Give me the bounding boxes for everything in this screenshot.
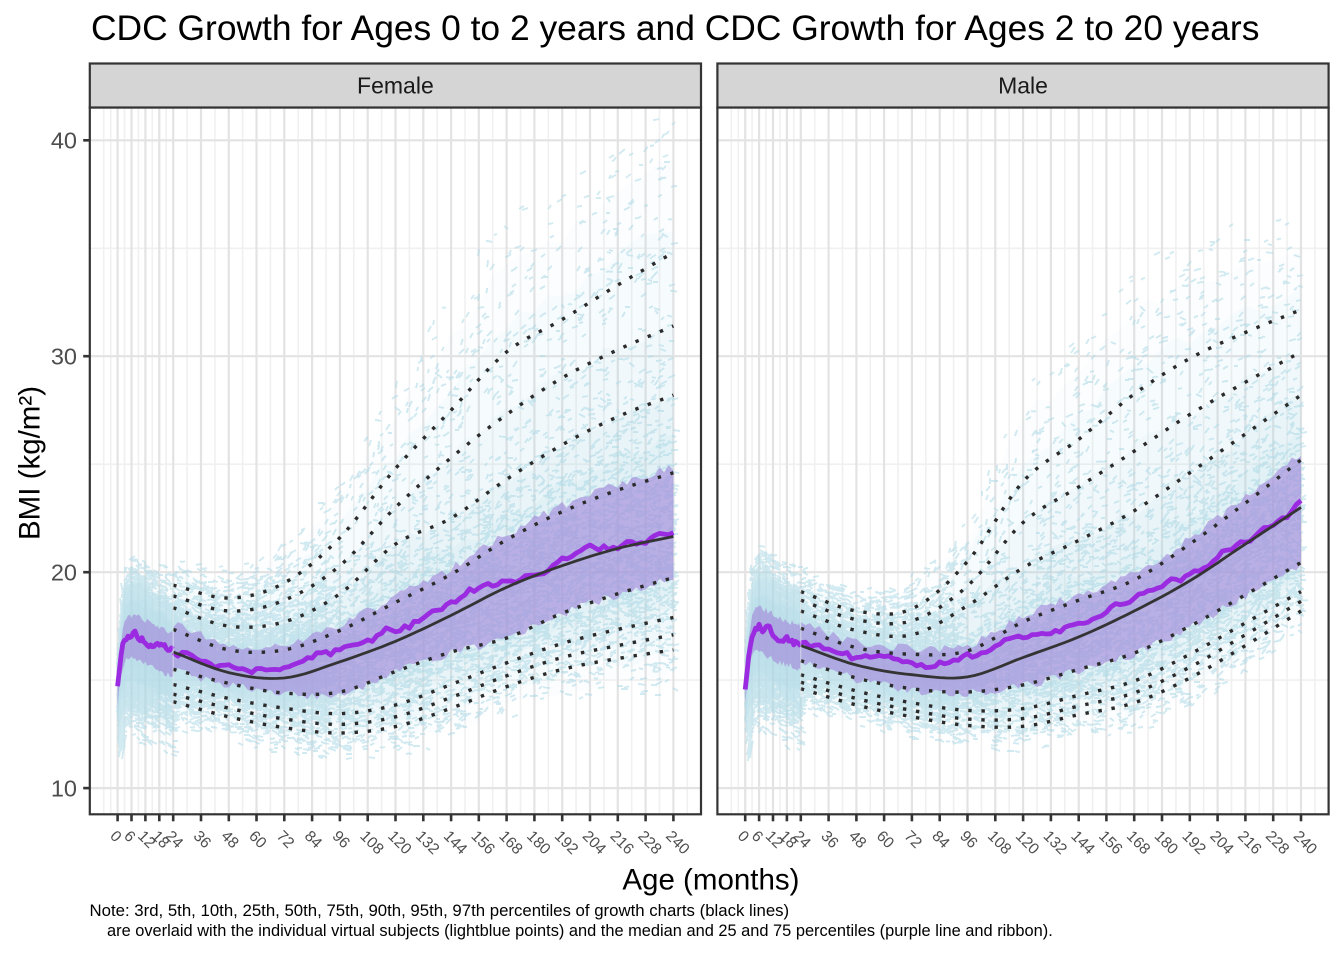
svg-text:20: 20 (51, 559, 77, 585)
svg-text:Male: Male (998, 73, 1048, 99)
svg-text:CDC Growth for Ages 0 to 2 yea: CDC Growth for Ages 0 to 2 years and CDC… (91, 8, 1259, 48)
svg-text:Female: Female (357, 73, 434, 99)
svg-text:30: 30 (51, 343, 77, 369)
svg-text:BMI (kg/m²): BMI (kg/m²) (14, 386, 47, 540)
svg-text:40: 40 (51, 128, 77, 154)
svg-text:10: 10 (51, 775, 77, 801)
svg-text:are overlaid with the individu: are overlaid with the individual virtual… (107, 922, 1053, 940)
svg-text:Note: 3rd, 5th, 10th, 25th, 50: Note: 3rd, 5th, 10th, 25th, 50th, 75th, … (90, 901, 790, 920)
svg-text:Age (months): Age (months) (622, 864, 799, 897)
